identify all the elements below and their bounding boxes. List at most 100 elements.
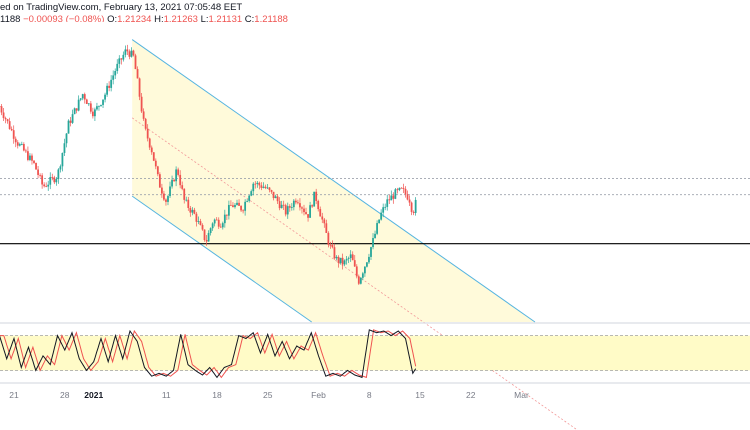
candle-body: [199, 221, 202, 225]
candle-body: [284, 205, 287, 215]
candle: [112, 70, 115, 85]
candle: [14, 136, 17, 148]
time-axis[interactable]: 21 28 2021 11 18 25 Feb 8 15 22 Mar: [0, 382, 750, 400]
candle: [22, 142, 25, 152]
candle-body: [250, 191, 253, 196]
candle: [79, 98, 82, 102]
candle: [238, 199, 240, 206]
candle-body: [189, 207, 192, 213]
candle-body: [386, 199, 389, 207]
candle: [396, 187, 399, 194]
candle-body: [45, 186, 48, 187]
candle-body: [41, 175, 44, 185]
candle-body: [260, 185, 263, 188]
candle: [114, 68, 117, 79]
candle-body: [122, 54, 125, 60]
candle-body: [268, 187, 271, 191]
candle-body: [98, 105, 100, 107]
candle: [317, 199, 320, 212]
candle: [205, 235, 208, 246]
candle: [81, 93, 84, 101]
candle: [398, 187, 401, 192]
candle: [414, 197, 417, 216]
candle: [87, 102, 90, 107]
x-tick-label: 22: [466, 390, 476, 400]
candle: [85, 98, 88, 105]
candle-body: [398, 187, 401, 191]
candle: [134, 53, 137, 70]
candle-body: [102, 99, 104, 105]
candle: [197, 216, 200, 225]
candle-body: [37, 169, 39, 175]
candle: [219, 223, 222, 228]
candle: [136, 66, 139, 79]
candle-body: [390, 195, 393, 201]
stochastic-panel[interactable]: [0, 322, 750, 379]
candle-body: [290, 207, 293, 208]
candle-body: [114, 70, 117, 76]
candle-body: [327, 232, 330, 245]
candle-body: [256, 182, 259, 185]
candle: [256, 181, 259, 188]
candle: [280, 200, 283, 209]
candle: [2, 107, 5, 122]
candle: [108, 81, 111, 92]
candle: [185, 196, 188, 202]
candle: [382, 203, 385, 218]
candle: [286, 202, 289, 219]
candle-body: [400, 187, 403, 189]
candle-body: [366, 262, 368, 267]
candle: [45, 182, 48, 188]
candle-body: [146, 128, 149, 139]
candle-body: [319, 209, 322, 217]
candle: [195, 211, 198, 227]
candle: [384, 203, 387, 211]
candle-body: [63, 143, 66, 153]
candle: [376, 220, 378, 236]
candle: [246, 199, 249, 203]
candle-body: [230, 204, 232, 206]
candle-body: [12, 130, 15, 139]
candle: [207, 230, 210, 242]
candle-body: [167, 196, 169, 202]
candle: [254, 181, 257, 189]
candle-body: [394, 189, 397, 199]
candle: [408, 195, 411, 207]
candle-body: [292, 200, 295, 208]
channel-mid-line: [131, 117, 579, 430]
candle-body: [288, 206, 291, 208]
candle: [230, 200, 232, 206]
candle: [252, 182, 255, 196]
candle: [339, 257, 342, 265]
price-panel[interactable]: [0, 39, 750, 430]
candle: [156, 165, 159, 177]
candle-body: [248, 195, 251, 201]
candle-body: [33, 160, 35, 163]
candle-body: [337, 256, 340, 263]
candle: [307, 214, 309, 222]
candle-body: [10, 128, 13, 131]
candle: [349, 250, 352, 262]
candle-body: [158, 174, 161, 188]
candle: [319, 206, 322, 217]
candle-body: [91, 111, 94, 117]
chart-header: ed on TradingView.com, February 13, 2021…: [0, 0, 750, 22]
candle: [347, 256, 350, 264]
candle-body: [232, 205, 234, 208]
candle-body: [0, 106, 3, 113]
candle-body: [240, 205, 242, 211]
candle: [266, 183, 269, 190]
candle-body: [134, 55, 137, 70]
candle-body: [106, 85, 108, 95]
candle: [264, 184, 267, 190]
candle: [138, 77, 141, 101]
candle: [372, 233, 374, 250]
candle-body: [225, 214, 228, 216]
candle-body: [384, 206, 387, 208]
candle: [158, 172, 161, 188]
candle-body: [297, 202, 299, 204]
candle: [122, 51, 125, 62]
candle-body: [278, 201, 281, 209]
candle: [154, 158, 157, 170]
